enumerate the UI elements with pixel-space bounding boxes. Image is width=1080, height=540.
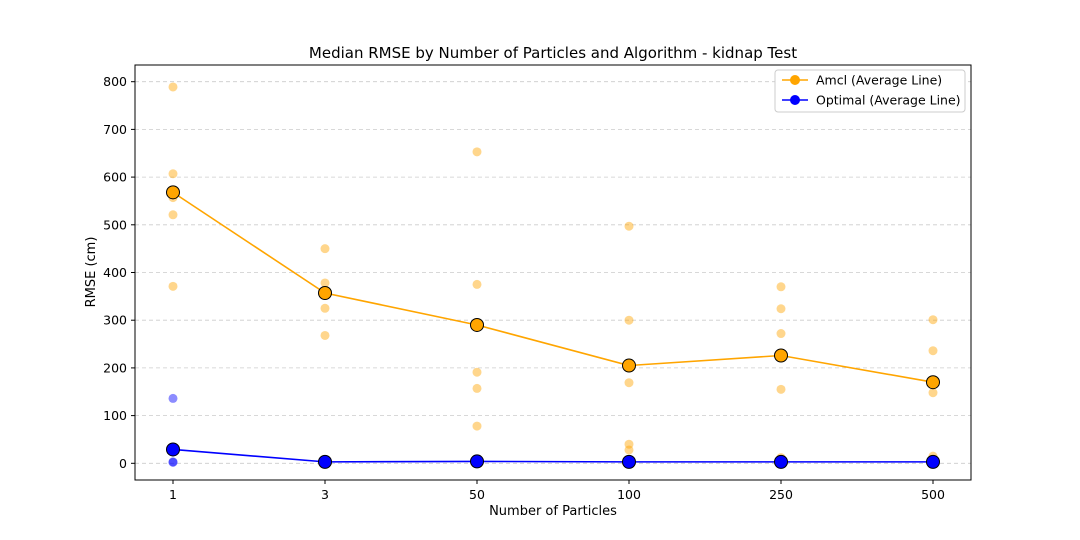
data-point-amcl xyxy=(472,421,482,431)
data-point-amcl xyxy=(624,221,634,231)
y-tick-label: 600 xyxy=(103,170,127,185)
data-point-amcl xyxy=(624,445,634,455)
average-marker-amcl xyxy=(926,375,940,390)
data-point-amcl xyxy=(776,329,786,339)
data-point-amcl xyxy=(776,384,786,394)
average-marker-amcl xyxy=(774,348,788,363)
average-marker-optimal xyxy=(926,454,940,469)
data-point-amcl xyxy=(472,383,482,393)
legend-box xyxy=(774,69,966,113)
average-marker-optimal xyxy=(622,454,636,469)
data-point-amcl xyxy=(928,315,938,325)
data-point-amcl xyxy=(320,330,330,340)
average-line-optimal xyxy=(172,448,933,463)
legend-label-amcl: Amcl (Average Line) xyxy=(816,73,942,88)
chart-title: Median RMSE by Number of Particles and A… xyxy=(309,44,797,62)
x-tick-label: 100 xyxy=(617,487,641,502)
x-tick-label: 500 xyxy=(921,487,945,502)
average-marker-optimal xyxy=(774,454,788,469)
legend-label-optimal: Optimal (Average Line) xyxy=(816,93,961,108)
data-point-amcl xyxy=(168,281,178,291)
y-tick-label: 300 xyxy=(103,313,127,328)
legend: Amcl (Average Line) Optimal (Average Lin… xyxy=(774,69,966,113)
x-tick-label: 1 xyxy=(169,487,177,502)
data-point-optimal xyxy=(168,457,178,467)
x-tick-label: 3 xyxy=(321,487,329,502)
average-marker-optimal xyxy=(166,442,180,457)
y-tick-label: 200 xyxy=(103,360,127,375)
data-point-amcl xyxy=(928,388,938,398)
data-point-amcl xyxy=(776,304,786,314)
average-marker-amcl xyxy=(318,286,332,301)
series-amcl xyxy=(166,82,940,463)
average-marker-optimal xyxy=(318,454,332,469)
y-axis-label: RMSE (cm) xyxy=(84,237,99,308)
average-marker-amcl xyxy=(166,185,180,200)
data-point-amcl xyxy=(320,278,330,288)
y-tick-label: 500 xyxy=(103,217,127,232)
data-point-amcl xyxy=(472,367,482,377)
axes: 0 100 200 300 400 500 600 700 800 1 3 50 100 250 500 xyxy=(103,74,945,502)
data-point-amcl xyxy=(472,279,482,289)
y-tick-label: 100 xyxy=(103,408,127,423)
data-point-amcl xyxy=(624,315,634,325)
average-marker-optimal xyxy=(470,454,484,469)
x-tick-label: 250 xyxy=(769,487,793,502)
average-marker-amcl xyxy=(470,317,484,332)
data-point-amcl xyxy=(928,346,938,356)
x-axis-label: Number of Particles xyxy=(489,504,617,519)
data-point-amcl xyxy=(624,439,634,449)
series-layer xyxy=(166,82,940,469)
x-tick-label: 50 xyxy=(469,487,485,502)
data-point-amcl xyxy=(168,169,178,179)
data-point-amcl xyxy=(624,378,634,388)
data-point-optimal xyxy=(168,393,178,403)
grid xyxy=(135,81,971,464)
data-point-amcl xyxy=(320,244,330,254)
legend-marker-optimal xyxy=(790,95,800,105)
data-point-amcl xyxy=(320,303,330,313)
average-marker-amcl xyxy=(622,358,636,373)
series-optimal xyxy=(166,393,940,469)
y-tick-label: 800 xyxy=(103,74,127,89)
average-line-amcl xyxy=(172,191,934,384)
y-tick-label: 400 xyxy=(103,265,127,280)
y-tick-label: 0 xyxy=(119,456,127,471)
data-point-amcl xyxy=(168,210,178,220)
data-point-amcl xyxy=(776,282,786,292)
data-point-amcl xyxy=(472,147,482,157)
y-tick-label: 700 xyxy=(103,122,127,137)
legend-marker-amcl xyxy=(790,75,800,85)
data-point-amcl xyxy=(168,82,178,92)
data-point-optimal xyxy=(168,457,178,467)
